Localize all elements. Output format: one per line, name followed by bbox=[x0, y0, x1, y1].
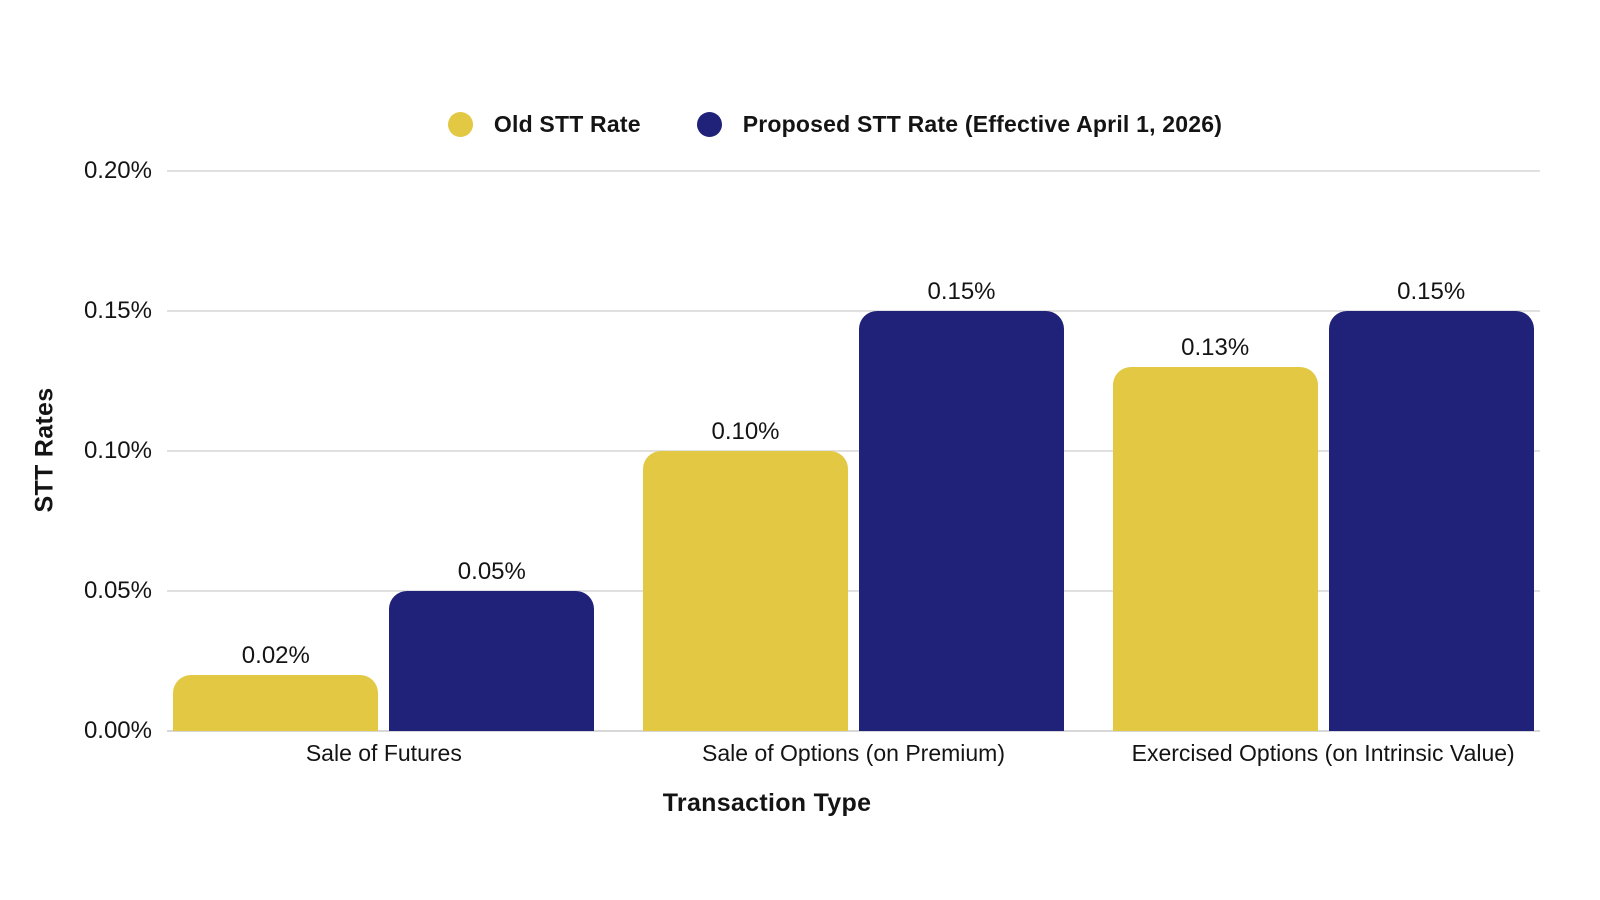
bar-with-label: 0.02% bbox=[173, 171, 379, 731]
bar bbox=[389, 591, 595, 731]
legend-item-old-stt-rate: Old STT Rate bbox=[447, 110, 641, 138]
legend-swatch-circle-icon bbox=[696, 111, 722, 137]
bar bbox=[859, 311, 1064, 731]
y-tick-label: 0.20% bbox=[83, 157, 152, 184]
bar-value-label: 0.10% bbox=[711, 418, 780, 445]
plot-area: 0.02% 0.05% 0.10% 0.15% 0.13% 0.15% bbox=[167, 170, 1540, 732]
bar bbox=[1328, 311, 1534, 731]
legend-swatch-circle-icon bbox=[447, 111, 473, 137]
legend-item-proposed-stt-rate: Proposed STT Rate (Effective April 1, 20… bbox=[696, 110, 1223, 138]
x-category-label: Sale of Futures bbox=[305, 740, 462, 766]
bar-with-label: 0.13% bbox=[1112, 171, 1318, 731]
gridline bbox=[167, 170, 1540, 172]
y-tick-label: 0.00% bbox=[83, 717, 152, 744]
bar-group: 0.10% 0.15% bbox=[642, 171, 1066, 731]
gridline bbox=[167, 450, 1540, 452]
bar bbox=[173, 675, 379, 731]
bar-groups: 0.02% 0.05% 0.10% 0.15% 0.13% 0.15% bbox=[167, 171, 1540, 731]
legend-label: Old STT Rate bbox=[493, 110, 641, 137]
bar-value-label: 0.15% bbox=[927, 278, 996, 305]
x-category-label: Exercised Options (on Intrinsic Value) bbox=[1131, 740, 1515, 766]
bar-group: 0.13% 0.15% bbox=[1111, 171, 1535, 731]
bar-value-label: 0.02% bbox=[241, 642, 310, 669]
bar-group: 0.02% 0.05% bbox=[172, 171, 596, 731]
bar-with-label: 0.15% bbox=[1328, 171, 1534, 731]
legend: Old STT Rate Proposed STT Rate (Effectiv… bbox=[70, 104, 1600, 144]
x-axis-title: Transaction Type bbox=[662, 789, 872, 817]
gridline bbox=[167, 590, 1540, 592]
bar bbox=[643, 451, 848, 731]
y-tick-label: 0.10% bbox=[83, 437, 152, 464]
gridline bbox=[167, 310, 1540, 312]
bar-with-label: 0.15% bbox=[859, 171, 1064, 731]
x-axis-category-labels: Sale of Futures Sale of Options (on Premi… bbox=[167, 740, 1540, 767]
bar-with-label: 0.05% bbox=[389, 171, 595, 731]
gridline bbox=[167, 730, 1540, 732]
x-category-label: Sale of Options (on Premium) bbox=[702, 740, 1005, 766]
y-tick-label: 0.05% bbox=[83, 577, 152, 604]
bar-value-label: 0.13% bbox=[1181, 334, 1250, 361]
bar-with-label: 0.10% bbox=[643, 171, 848, 731]
bar bbox=[1112, 367, 1318, 731]
legend-label: Proposed STT Rate (Effective April 1, 20… bbox=[742, 110, 1223, 137]
y-tick-label: 0.15% bbox=[83, 297, 152, 324]
bar-value-label: 0.15% bbox=[1397, 278, 1466, 305]
bar-value-label: 0.05% bbox=[457, 558, 526, 585]
